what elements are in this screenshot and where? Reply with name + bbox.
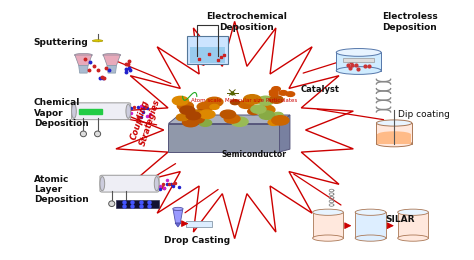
Ellipse shape <box>173 207 183 210</box>
Ellipse shape <box>355 235 386 241</box>
Text: Coupling
Strategies: Coupling Strategies <box>128 95 162 147</box>
Text: Catalyst: Catalyst <box>301 86 340 94</box>
Circle shape <box>190 110 204 118</box>
Bar <box>336 53 381 70</box>
Polygon shape <box>280 115 290 152</box>
Circle shape <box>177 114 189 120</box>
Ellipse shape <box>155 177 159 191</box>
Ellipse shape <box>72 104 76 118</box>
Bar <box>376 123 412 144</box>
Polygon shape <box>168 124 280 152</box>
Circle shape <box>173 96 188 105</box>
Circle shape <box>251 105 266 113</box>
Bar <box>313 212 343 238</box>
FancyBboxPatch shape <box>72 103 131 120</box>
Text: Chemical
Vapor
Deposition: Chemical Vapor Deposition <box>34 98 89 128</box>
Circle shape <box>270 92 278 97</box>
Polygon shape <box>107 65 117 73</box>
Circle shape <box>230 100 239 105</box>
Ellipse shape <box>376 141 412 147</box>
Ellipse shape <box>313 235 343 241</box>
Circle shape <box>248 108 259 115</box>
Circle shape <box>273 112 283 118</box>
Circle shape <box>220 110 236 119</box>
Circle shape <box>286 92 295 96</box>
Circle shape <box>197 102 213 111</box>
Polygon shape <box>79 65 88 73</box>
Polygon shape <box>103 55 120 65</box>
Text: Drop Casting: Drop Casting <box>164 236 230 245</box>
Bar <box>186 220 212 227</box>
Ellipse shape <box>80 131 86 137</box>
Circle shape <box>272 116 289 125</box>
Bar <box>355 212 386 238</box>
Circle shape <box>231 117 248 126</box>
Polygon shape <box>168 115 290 124</box>
Ellipse shape <box>109 201 115 206</box>
Polygon shape <box>116 21 353 239</box>
Circle shape <box>257 105 275 115</box>
Text: Semiconductor: Semiconductor <box>221 150 286 159</box>
Circle shape <box>270 96 283 103</box>
Polygon shape <box>173 210 182 223</box>
Bar <box>343 58 374 62</box>
Circle shape <box>180 106 195 114</box>
Ellipse shape <box>313 209 343 215</box>
Circle shape <box>259 111 274 119</box>
Circle shape <box>244 95 261 104</box>
Polygon shape <box>187 36 228 64</box>
Circle shape <box>268 119 279 125</box>
Bar <box>377 134 411 144</box>
Text: Molecular size: Molecular size <box>225 98 264 103</box>
Ellipse shape <box>94 131 100 137</box>
Ellipse shape <box>92 40 103 42</box>
Polygon shape <box>175 223 181 227</box>
Circle shape <box>182 118 199 127</box>
Circle shape <box>177 102 193 110</box>
Text: Sputtering: Sputtering <box>34 38 89 47</box>
Circle shape <box>206 97 223 107</box>
Bar <box>79 109 102 114</box>
Ellipse shape <box>74 54 92 57</box>
Text: Dip coating: Dip coating <box>398 110 449 119</box>
Ellipse shape <box>355 209 386 215</box>
Text: Atomic
Layer
Deposition: Atomic Layer Deposition <box>34 174 89 204</box>
Circle shape <box>176 115 187 121</box>
Ellipse shape <box>336 49 381 56</box>
Ellipse shape <box>398 235 428 241</box>
Bar <box>117 200 159 207</box>
Ellipse shape <box>398 209 428 215</box>
Text: Atom scale: Atom scale <box>191 98 221 103</box>
Circle shape <box>199 110 215 119</box>
Circle shape <box>199 119 211 126</box>
Circle shape <box>269 90 278 94</box>
Ellipse shape <box>376 120 412 126</box>
Circle shape <box>224 115 240 123</box>
Bar <box>190 47 225 63</box>
Polygon shape <box>75 55 92 65</box>
Circle shape <box>186 112 201 120</box>
FancyBboxPatch shape <box>100 175 159 192</box>
Circle shape <box>210 105 219 109</box>
Circle shape <box>257 96 274 105</box>
Circle shape <box>191 110 208 119</box>
Text: Electrochemical
Deposition: Electrochemical Deposition <box>206 12 287 32</box>
Text: Particulates: Particulates <box>266 98 298 103</box>
Text: Electroless
Deposition: Electroless Deposition <box>382 12 438 32</box>
Ellipse shape <box>336 67 381 74</box>
Circle shape <box>272 87 280 91</box>
Ellipse shape <box>100 177 105 191</box>
Circle shape <box>239 100 254 108</box>
Circle shape <box>189 115 204 123</box>
Ellipse shape <box>123 201 129 206</box>
Ellipse shape <box>103 54 121 57</box>
Ellipse shape <box>377 131 411 138</box>
Text: SILAR: SILAR <box>385 215 415 224</box>
Circle shape <box>279 90 288 95</box>
Bar <box>398 212 428 238</box>
Ellipse shape <box>126 104 131 118</box>
